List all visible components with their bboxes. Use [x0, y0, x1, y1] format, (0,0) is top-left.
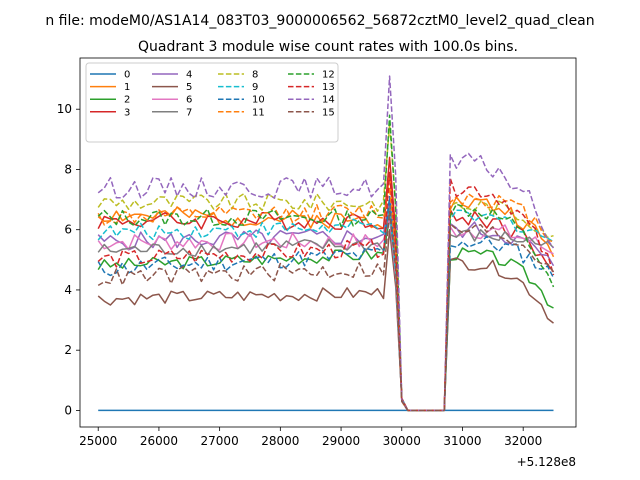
series-line-14	[97, 75, 555, 412]
x-offset-label: +5.128e8	[517, 455, 576, 469]
series-line-12	[97, 114, 555, 412]
legend-label-5: 5	[186, 82, 192, 93]
legend-label-9: 9	[252, 82, 258, 93]
x-axis: 25000 26000 27000 28000 29000 30000 31000 32000	[79, 427, 542, 448]
x-tick-label: 32000	[504, 434, 542, 448]
x-tick-label: 25000	[79, 434, 117, 448]
y-tick-label: 10	[57, 102, 72, 116]
series-line-2	[97, 216, 554, 412]
series-line-9	[97, 209, 554, 412]
legend-label-13: 13	[322, 82, 335, 93]
series-line-8	[97, 123, 554, 412]
legend-label-4: 4	[186, 70, 192, 81]
legend-label-7: 7	[186, 107, 192, 118]
series-line-5	[97, 228, 554, 412]
series-line-10	[97, 195, 555, 412]
legend-label-14: 14	[322, 95, 335, 106]
legend-box	[85, 62, 339, 143]
y-tick-label: 6	[64, 223, 72, 237]
legend-label-3: 3	[124, 107, 130, 118]
chart-title: Quadrant 3 module wise count rates with …	[138, 39, 518, 55]
series-line-11	[97, 186, 554, 412]
series-line-3	[97, 156, 555, 412]
legend-label-1: 1	[124, 82, 130, 93]
x-tick-label: 26000	[140, 434, 178, 448]
y-axis: 0 2 4 6 8 10	[57, 102, 80, 417]
legend-label-6: 6	[186, 95, 192, 106]
series-line-13	[97, 171, 555, 412]
series-line-4	[97, 198, 555, 412]
plot-lines	[97, 75, 555, 412]
legend-label-2: 2	[124, 95, 130, 106]
y-tick-label: 4	[64, 283, 72, 297]
legend-label-15: 15	[322, 107, 335, 118]
series-line-1	[97, 171, 555, 412]
x-tick-label: 29000	[322, 434, 360, 448]
legend-label-8: 8	[252, 70, 258, 81]
x-tick-label: 27000	[201, 434, 239, 448]
y-tick-label: 2	[64, 343, 72, 357]
series-line-15	[97, 210, 555, 412]
y-tick-label: 0	[64, 403, 72, 417]
x-tick-label: 28000	[261, 434, 299, 448]
legend-label-0: 0	[124, 70, 130, 81]
x-tick-label: 31000	[443, 434, 481, 448]
legend-label-12: 12	[322, 70, 335, 81]
plot-frame	[79, 57, 577, 428]
y-tick-label: 8	[64, 162, 72, 176]
series-line-6	[97, 216, 554, 412]
x-tick-label: 30000	[383, 434, 421, 448]
legend-label-11: 11	[252, 107, 265, 118]
chart-suptitle: n file: modeM0/AS1A14_083T03_9000006562_…	[45, 13, 594, 29]
legend-label-10: 10	[252, 95, 265, 106]
